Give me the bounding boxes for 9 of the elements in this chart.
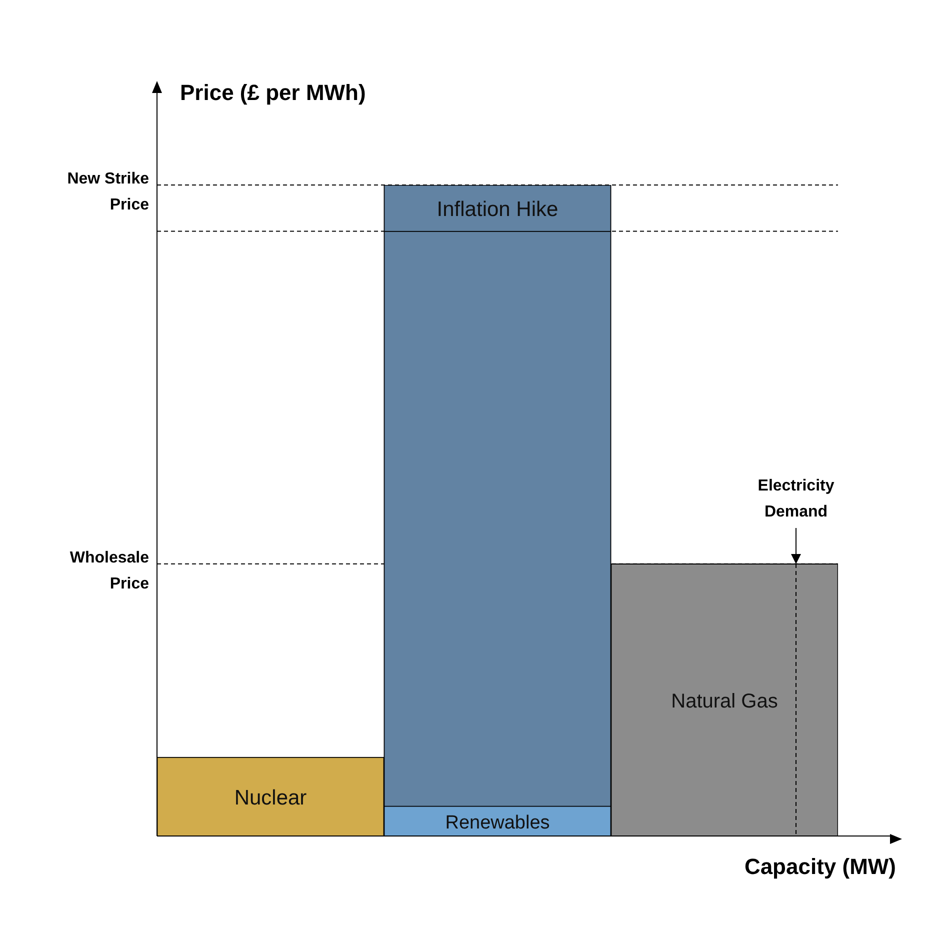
- series-label: Natural Gas: [671, 690, 778, 712]
- series-label: Inflation Hike: [436, 198, 558, 221]
- series-label: Nuclear: [234, 786, 307, 810]
- ref-line-label: New Strike Price: [67, 170, 150, 214]
- annotation: Electricity Demand: [758, 477, 834, 520]
- y-axis-title: Price (£ per MWh): [180, 80, 366, 106]
- series-label: Renewables: [445, 812, 550, 834]
- ref-line-label: Wholesale Price: [70, 549, 150, 592]
- x-axis-title: Capacity (MW): [744, 854, 896, 880]
